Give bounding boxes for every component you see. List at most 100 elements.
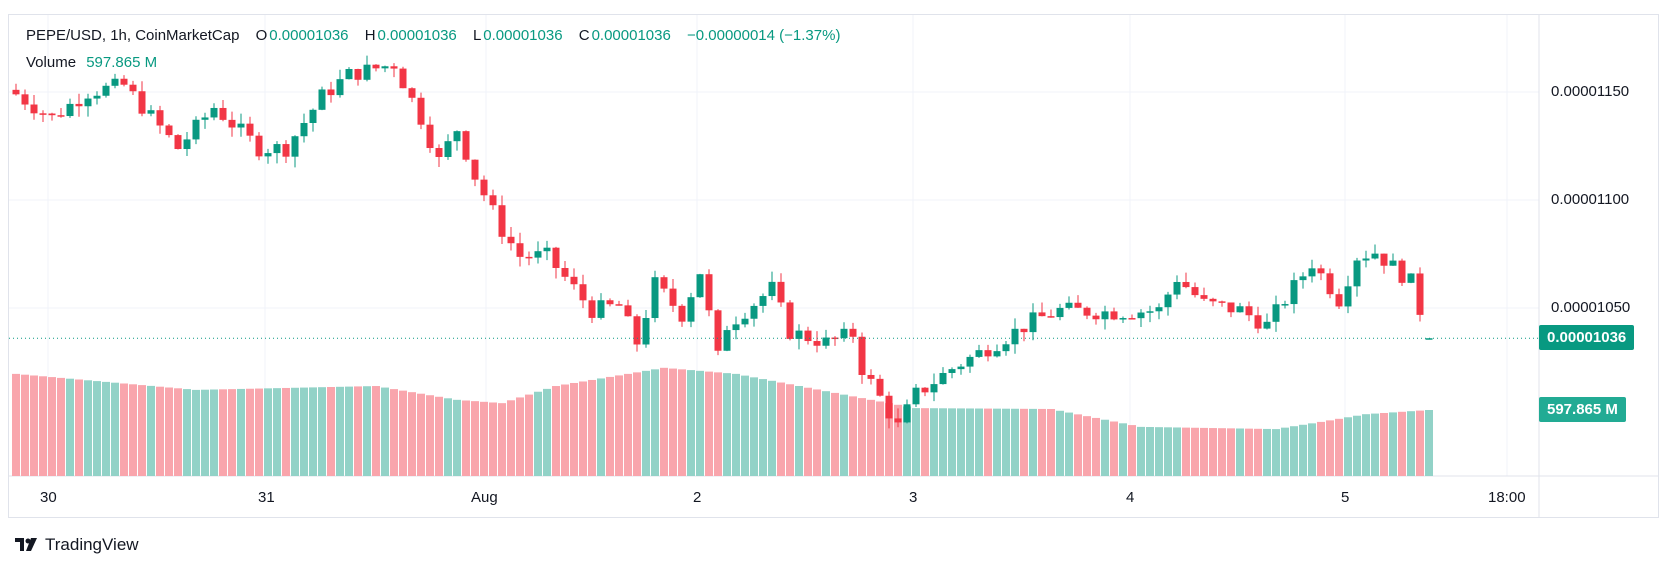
candle-body xyxy=(1227,302,1235,313)
volume-bar xyxy=(1200,427,1208,476)
volume-bar xyxy=(471,401,479,476)
volume-bar xyxy=(894,404,902,476)
time-tick: 5 xyxy=(1341,489,1350,506)
candle-body xyxy=(813,341,821,346)
candle-body xyxy=(1074,302,1082,308)
candle-body xyxy=(1344,286,1352,307)
volume-bar xyxy=(876,401,884,476)
candle-body xyxy=(489,195,497,206)
volume-bar xyxy=(849,396,857,476)
candle-body xyxy=(363,64,371,80)
candle-body xyxy=(1299,276,1307,281)
volume-bar xyxy=(246,388,254,476)
volume-bar xyxy=(408,392,416,476)
volume-bar xyxy=(1272,429,1280,476)
time-tick: 31 xyxy=(258,489,275,506)
volume-bar xyxy=(1065,412,1073,476)
volume-bar xyxy=(723,373,731,476)
candle-body xyxy=(795,330,803,339)
volume-bar xyxy=(66,378,74,476)
candle-body xyxy=(957,366,965,370)
volume-bar xyxy=(651,369,659,476)
tradingview-logo[interactable]: TradingView xyxy=(15,535,139,555)
candle-body xyxy=(1164,294,1172,308)
candle-body xyxy=(75,103,83,107)
volume-bar xyxy=(480,401,488,476)
candle-body xyxy=(1326,273,1334,295)
candle-body xyxy=(219,107,227,120)
chart-frame[interactable] xyxy=(8,14,1659,518)
candle-body xyxy=(1173,281,1181,295)
volume-bar xyxy=(1425,410,1433,476)
candle-body xyxy=(48,113,56,116)
volume-bar xyxy=(966,408,974,476)
volume-bar xyxy=(1056,410,1064,476)
candle-body xyxy=(615,304,623,306)
volume-bar xyxy=(111,382,119,476)
time-tick: 18:00 xyxy=(1488,489,1526,506)
candle-body xyxy=(1146,311,1154,313)
candle-body xyxy=(1290,280,1298,305)
volume-bar xyxy=(84,380,92,476)
open-label: O xyxy=(255,27,268,44)
volume-bar xyxy=(867,399,875,476)
volume-bar xyxy=(885,403,893,476)
candle-body xyxy=(246,123,254,136)
candle-body xyxy=(1236,306,1244,313)
volume-bar xyxy=(1281,427,1289,476)
volume-bar xyxy=(687,370,695,476)
volume-bar xyxy=(795,385,803,476)
candle-body xyxy=(1002,344,1010,352)
volume-bar xyxy=(750,377,758,476)
candle-body xyxy=(696,274,704,298)
volume-bar xyxy=(993,408,1001,476)
candle-body xyxy=(1119,318,1127,320)
volume-bar xyxy=(579,381,587,476)
volume-bar xyxy=(1299,424,1307,476)
volume-bar xyxy=(1371,413,1379,476)
candle-body xyxy=(453,131,461,142)
volume-bar xyxy=(174,388,182,476)
volume-bar xyxy=(804,387,812,476)
volume-bar xyxy=(1308,423,1316,476)
volume-bar xyxy=(1173,427,1181,476)
volume-bar xyxy=(678,369,686,476)
volume-bar xyxy=(1092,417,1100,476)
volume-bar xyxy=(552,386,560,476)
volume-bar xyxy=(516,397,524,476)
candle-body xyxy=(111,78,119,86)
candle-body xyxy=(174,135,182,150)
candle-body xyxy=(21,94,29,105)
candle-body xyxy=(1137,312,1145,319)
symbol-title[interactable]: PEPE/USD, 1h, CoinMarketCap xyxy=(26,27,240,44)
candle-body xyxy=(66,103,74,117)
volume-bar xyxy=(696,370,704,476)
candle-body xyxy=(354,69,362,80)
candle-body xyxy=(948,369,956,373)
candle-body xyxy=(84,98,92,107)
candle-body xyxy=(552,247,560,268)
candle-body xyxy=(1362,258,1370,261)
candle-body xyxy=(435,148,443,157)
volume-bar xyxy=(372,386,380,476)
candle-body xyxy=(714,310,722,351)
close-value: 0.00001036 xyxy=(591,27,671,44)
candle-body xyxy=(777,281,785,303)
candle-body xyxy=(840,328,848,339)
volume-bar xyxy=(1083,416,1091,476)
volume-label[interactable]: Volume xyxy=(26,54,77,71)
candle-body xyxy=(903,404,911,423)
volume-bar xyxy=(210,389,218,476)
volume-bar xyxy=(219,389,227,476)
candle-body xyxy=(282,144,290,157)
candle-body xyxy=(1416,273,1424,315)
volume-bar xyxy=(642,370,650,476)
volume-bar xyxy=(228,389,236,476)
candle-body xyxy=(1056,307,1064,318)
candle-body xyxy=(390,66,398,69)
candle-body xyxy=(1083,307,1091,316)
volume-bar xyxy=(345,386,353,476)
candle-body xyxy=(381,66,389,69)
candle-body xyxy=(1191,287,1199,296)
